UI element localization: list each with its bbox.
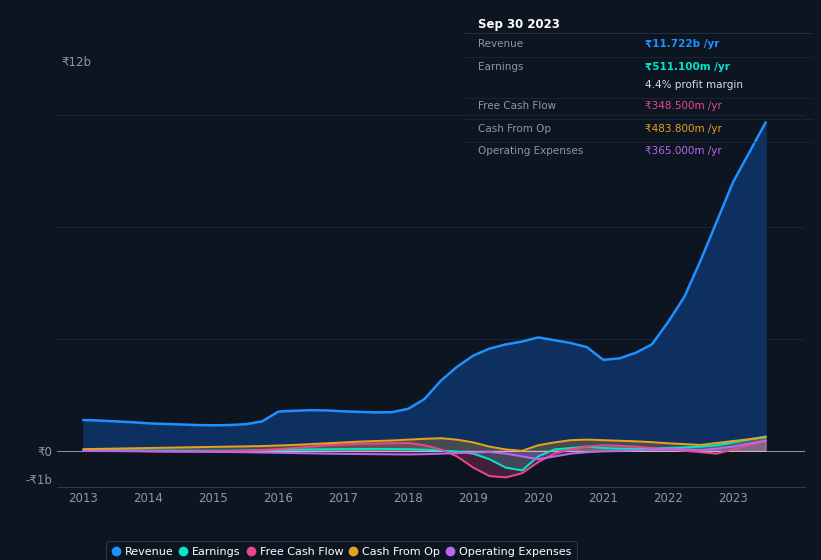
Text: Cash From Op: Cash From Op (478, 124, 551, 134)
Text: ₹483.800m /yr: ₹483.800m /yr (645, 124, 722, 134)
Text: ₹11.722b /yr: ₹11.722b /yr (645, 39, 720, 49)
Text: Revenue: Revenue (478, 39, 523, 49)
Text: Operating Expenses: Operating Expenses (478, 146, 583, 156)
Text: Sep 30 2023: Sep 30 2023 (478, 18, 560, 31)
Text: ₹348.500m /yr: ₹348.500m /yr (645, 101, 722, 111)
Text: Free Cash Flow: Free Cash Flow (478, 101, 556, 111)
Legend: Revenue, Earnings, Free Cash Flow, Cash From Op, Operating Expenses: Revenue, Earnings, Free Cash Flow, Cash … (106, 542, 577, 560)
Text: ₹365.000m /yr: ₹365.000m /yr (645, 146, 722, 156)
Text: ₹511.100m /yr: ₹511.100m /yr (645, 62, 730, 72)
Text: 4.4% profit margin: 4.4% profit margin (645, 80, 743, 90)
Text: Earnings: Earnings (478, 62, 523, 72)
Text: ₹12b: ₹12b (62, 55, 91, 69)
